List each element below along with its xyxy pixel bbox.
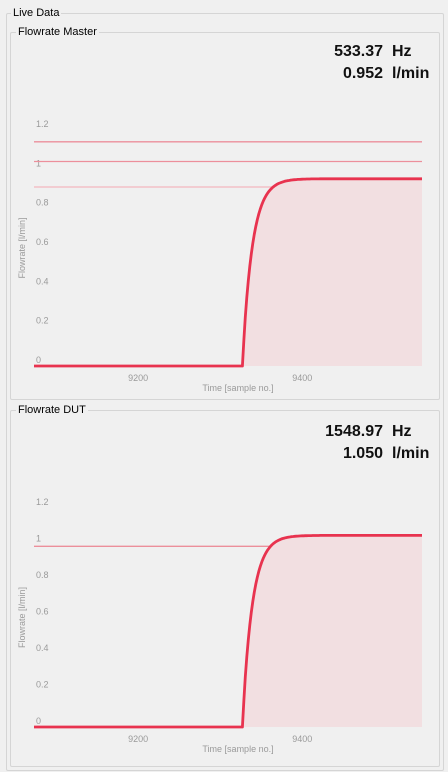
- series-line: [34, 177, 422, 368]
- flowrate-master-title: Flowrate Master: [16, 26, 99, 39]
- y-tick-label: 1.2: [36, 497, 49, 507]
- y-axis-label: Flowrate [l/min]: [17, 587, 27, 648]
- flowrate-master-panel: [10, 32, 440, 400]
- flowrate-dut-title: Flowrate DUT: [16, 404, 88, 417]
- x-tick-label: 9400: [292, 373, 312, 383]
- y-tick-label: 0.2: [36, 680, 49, 690]
- y-tick-label: 0: [36, 716, 41, 726]
- dut-flow-value: 1.050: [342, 445, 383, 462]
- y-tick-label: 0.4: [36, 276, 49, 286]
- flowrate-master-readout: 533.37 Hz 0.952 l/min: [334, 41, 430, 85]
- y-tick-label: 0.8: [36, 198, 49, 208]
- master-flow-value: 0.952: [342, 65, 383, 82]
- x-axis-label: Time [sample no.]: [202, 744, 273, 754]
- y-tick-label: 1: [36, 158, 41, 168]
- dut-frequency-unit: Hz: [392, 423, 412, 440]
- y-tick-label: 0: [36, 355, 41, 365]
- live-data-group: [6, 13, 444, 771]
- y-tick-label: 0.8: [36, 570, 49, 580]
- flowrate-dut-readout: 1548.97 Hz 1.050 l/min: [325, 421, 430, 465]
- series-area-fill: [242, 178, 422, 366]
- x-tick-label: 9200: [128, 373, 148, 383]
- live-data-title: Live Data: [11, 7, 62, 20]
- y-tick-label: 0.6: [36, 237, 49, 247]
- flowrate-dut-panel: [10, 410, 440, 767]
- dut-flow-unit: l/min: [392, 445, 430, 462]
- series-area-fill: [242, 535, 422, 727]
- y-axis-label: Flowrate [l/min]: [17, 217, 27, 278]
- y-tick-label: 1.2: [36, 119, 49, 129]
- y-tick-label: 0.4: [36, 643, 49, 653]
- y-tick-label: 1: [36, 534, 41, 544]
- y-tick-label: 0.6: [36, 607, 49, 617]
- series-line: [34, 534, 422, 729]
- x-tick-label: 9200: [128, 734, 148, 744]
- x-axis-label: Time [sample no.]: [202, 383, 273, 393]
- master-flow-unit: l/min: [392, 65, 430, 82]
- y-tick-label: 0.2: [36, 316, 49, 326]
- x-tick-label: 9400: [292, 734, 312, 744]
- master-frequency-unit: Hz: [392, 43, 412, 60]
- master-frequency-value: 533.37: [334, 43, 383, 60]
- dut-frequency-value: 1548.97: [325, 423, 383, 440]
